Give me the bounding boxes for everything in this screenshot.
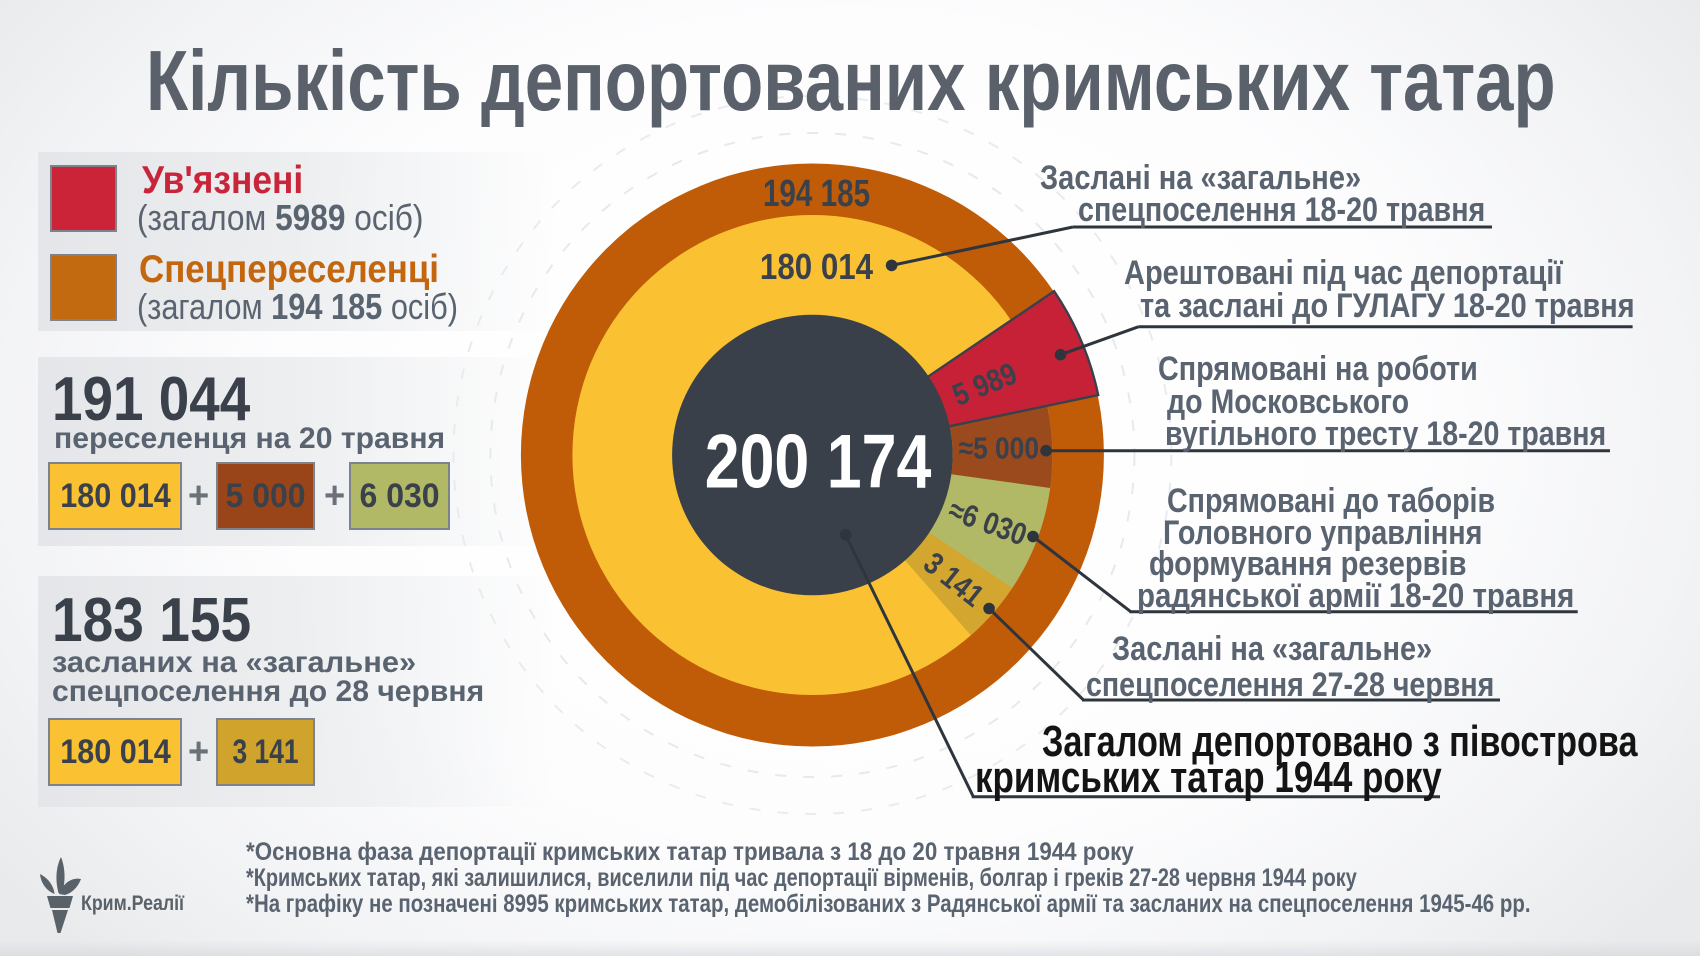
svg-text:194 185: 194 185 bbox=[763, 172, 870, 214]
svg-text:≈5 000: ≈5 000 bbox=[959, 432, 1039, 466]
svg-text:180 014: 180 014 bbox=[760, 247, 873, 288]
svg-text:200 174: 200 174 bbox=[705, 419, 932, 504]
